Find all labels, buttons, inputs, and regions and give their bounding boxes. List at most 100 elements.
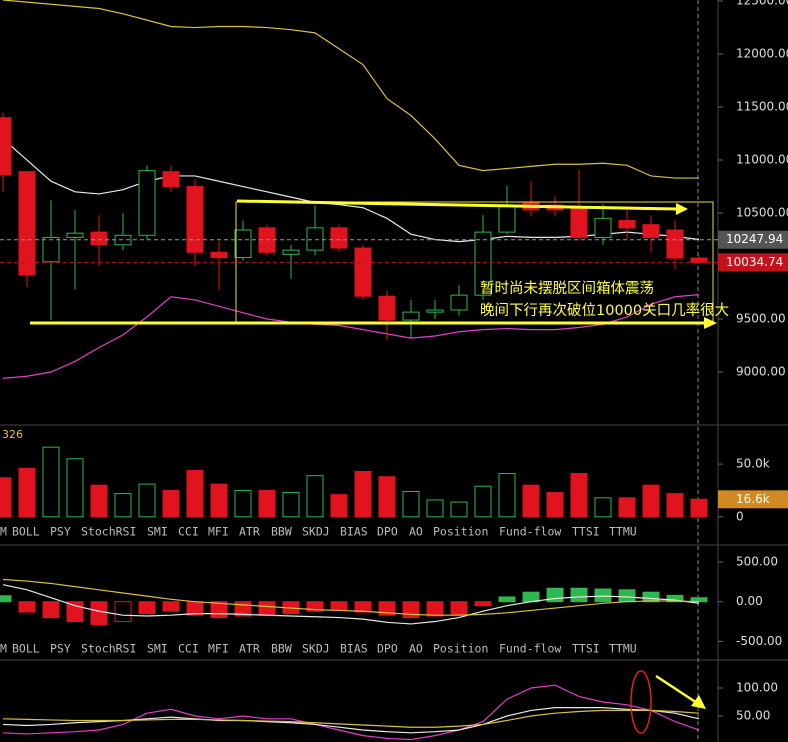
- indicator-tab[interactable]: DPO: [377, 525, 398, 539]
- bar: [594, 497, 612, 518]
- indicator-tab[interactable]: StochRSI: [81, 642, 136, 656]
- bar: [66, 601, 84, 623]
- bar: [402, 601, 420, 619]
- y-tick-label: 50.00: [736, 709, 770, 723]
- annotation: 晚间下行再次破位10000关口几率很大: [480, 302, 729, 319]
- indicator-line: [2, 294, 700, 379]
- candle-body: [594, 217, 612, 238]
- indicator-tab[interactable]: ATR: [239, 525, 260, 539]
- bar: [306, 601, 324, 612]
- candle-body: [378, 295, 396, 321]
- arrow: [655, 674, 698, 705]
- indicator-line: [2, 584, 700, 625]
- indicator-tab[interactable]: MFI: [208, 642, 229, 656]
- bar: [426, 499, 444, 518]
- indicator-tab[interactable]: AO: [409, 642, 423, 656]
- indicator-tab[interactable]: SMI: [147, 525, 168, 539]
- indicator-tab[interactable]: Position: [433, 642, 488, 656]
- indicator-tab[interactable]: TTSI: [572, 642, 600, 656]
- indicator-tab[interactable]: SMI: [147, 642, 168, 656]
- indicator-tab[interactable]: Position: [433, 525, 488, 539]
- bar: [186, 469, 204, 518]
- bar: [0, 595, 12, 603]
- bar: [666, 594, 684, 603]
- indicator-tab[interactable]: SKDJ: [302, 525, 330, 539]
- value-tag: [718, 490, 788, 509]
- bar: [474, 601, 492, 607]
- indicator-tab[interactable]: BIAS: [340, 642, 368, 656]
- indicator-tab[interactable]: BBW: [271, 642, 292, 656]
- indicator-tab[interactable]: Fund-flow: [499, 525, 561, 539]
- y-tick-label: 9000.00: [736, 365, 786, 379]
- bar: [210, 483, 228, 518]
- bar: [330, 601, 348, 611]
- candle-body: [306, 227, 324, 251]
- candle-body: [90, 231, 108, 246]
- indicator-tab[interactable]: AO: [409, 525, 423, 539]
- candle-body: [66, 232, 84, 238]
- candle-body: [0, 117, 12, 176]
- indicator-tab[interactable]: SKDJ: [302, 642, 330, 656]
- candle-body: [18, 171, 36, 276]
- bar: [618, 589, 636, 603]
- price-tag: [718, 253, 788, 272]
- bar: [426, 601, 444, 617]
- indicator-tab[interactable]: TTMU: [609, 525, 637, 539]
- indicator-tab[interactable]: BBW: [271, 525, 292, 539]
- bar: [570, 473, 588, 518]
- indicator-tab[interactable]: CCI: [178, 525, 199, 539]
- indicator-tab[interactable]: BOLL: [12, 642, 40, 656]
- y-tick-label: 11500.00: [736, 100, 788, 114]
- indicator-tab[interactable]: DPO: [377, 642, 398, 656]
- arrow-head: [691, 695, 706, 709]
- bar: [258, 601, 276, 616]
- indicator-tab[interactable]: PSY: [50, 525, 71, 539]
- indicator-line: [2, 684, 700, 741]
- arrow-head: [704, 317, 717, 329]
- annotation: 暂时尚未摆脱区间箱体震荡: [480, 280, 654, 297]
- bar: [690, 498, 708, 518]
- arrow: [236, 199, 679, 211]
- bar: [450, 601, 468, 615]
- bar: [114, 601, 132, 623]
- indicator-tab[interactable]: BIAS: [340, 525, 368, 539]
- bar: [42, 446, 60, 518]
- indicator-tab[interactable]: PSY: [50, 642, 71, 656]
- indicator-line: [2, 578, 700, 616]
- indicator-tab[interactable]: M: [0, 642, 7, 656]
- bar: [402, 491, 420, 518]
- candle-body: [354, 247, 372, 297]
- y-tick-label: 50.0k: [736, 457, 770, 471]
- bar: [618, 497, 636, 518]
- candle-body: [162, 171, 180, 188]
- y-tick-label: 0.00: [736, 594, 763, 608]
- bar: [546, 492, 564, 518]
- indicator-tab[interactable]: Fund-flow: [499, 642, 561, 656]
- indicator-tab[interactable]: ATR: [239, 642, 260, 656]
- indicator-tab[interactable]: TTMU: [609, 642, 637, 656]
- price-tag: [718, 230, 788, 249]
- bar: [378, 476, 396, 518]
- indicator-tab[interactable]: CCI: [178, 642, 199, 656]
- candle-body: [474, 231, 492, 296]
- indicator-line: [2, 0, 699, 179]
- candle-body: [426, 309, 444, 313]
- candle-body: [450, 294, 468, 311]
- indicator-tab[interactable]: M: [0, 525, 7, 539]
- candle-body: [642, 224, 660, 238]
- bar: [450, 501, 468, 518]
- indicator-tab[interactable]: MFI: [208, 525, 229, 539]
- indicator-tab[interactable]: BOLL: [12, 525, 40, 539]
- bar: [138, 483, 156, 518]
- candle-body: [618, 219, 636, 229]
- indicator-tab[interactable]: TTSI: [572, 525, 600, 539]
- indicator-tab[interactable]: StochRSI: [81, 525, 136, 539]
- bar: [90, 601, 108, 626]
- bar: [282, 492, 300, 518]
- candle-body: [666, 229, 684, 259]
- bar: [18, 601, 36, 613]
- bar: [522, 484, 540, 518]
